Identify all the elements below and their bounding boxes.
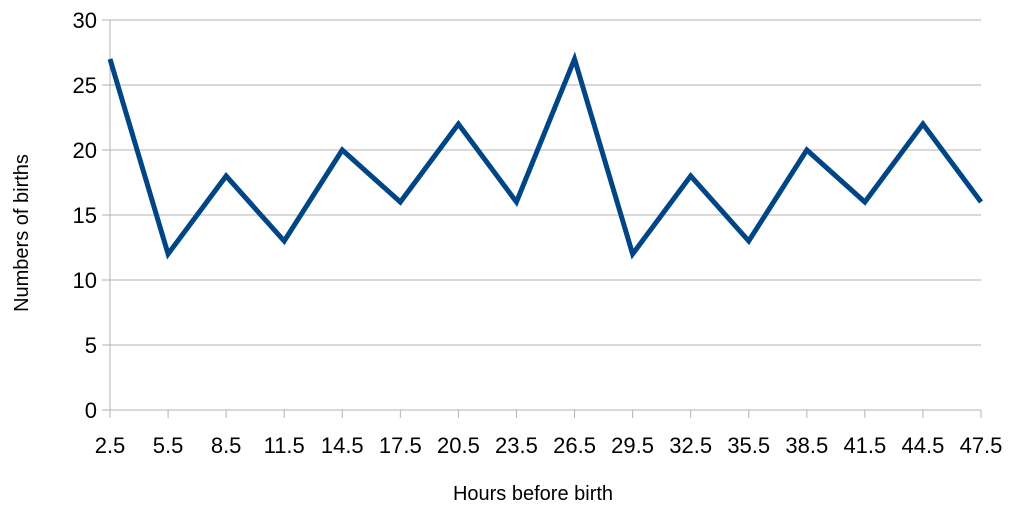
y-tick-label: 0 <box>85 398 97 423</box>
x-tick-label: 23.5 <box>495 433 538 458</box>
y-tick-labels: 0 5 10 15 20 25 30 <box>73 8 97 423</box>
x-tick-label: 11.5 <box>264 433 305 458</box>
series-line <box>107 51 984 260</box>
x-tick-label: 47.5 <box>960 433 1003 458</box>
x-tick-label: 20.5 <box>437 433 480 458</box>
x-tick-label: 32.5 <box>669 433 712 458</box>
y-axis-title: Numbers of births <box>11 154 33 312</box>
y-tick-label: 10 <box>73 268 97 293</box>
x-tick-label: 8.5 <box>211 433 242 458</box>
x-tick-label: 26.5 <box>553 433 596 458</box>
x-tick-label: 5.5 <box>153 433 184 458</box>
y-tick-label: 20 <box>73 138 97 163</box>
x-tick-label: 41.5 <box>843 433 886 458</box>
x-tick-label: 2.5 <box>95 433 126 458</box>
x-tick-label: 44.5 <box>902 433 945 458</box>
y-tick-label: 25 <box>73 73 97 98</box>
x-tick-label: 17.5 <box>379 433 422 458</box>
axes <box>102 19 982 418</box>
y-tick-label: 15 <box>73 203 97 228</box>
x-tick-label: 35.5 <box>727 433 770 458</box>
y-tick-label: 30 <box>73 8 97 33</box>
x-tick-labels: 2.5 5.5 8.5 11.5 14.5 17.5 20.5 23.5 26.5 29.5 32.… <box>95 433 1003 458</box>
x-tick-label: 29.5 <box>611 433 654 458</box>
series-layer <box>107 51 984 260</box>
x-tick-label: 14.5 <box>321 433 364 458</box>
x-tick-label: 38.5 <box>785 433 828 458</box>
x-axis-title: Hours before birth <box>453 483 613 505</box>
y-tick-label: 5 <box>85 333 97 358</box>
gridlines <box>110 19 981 411</box>
